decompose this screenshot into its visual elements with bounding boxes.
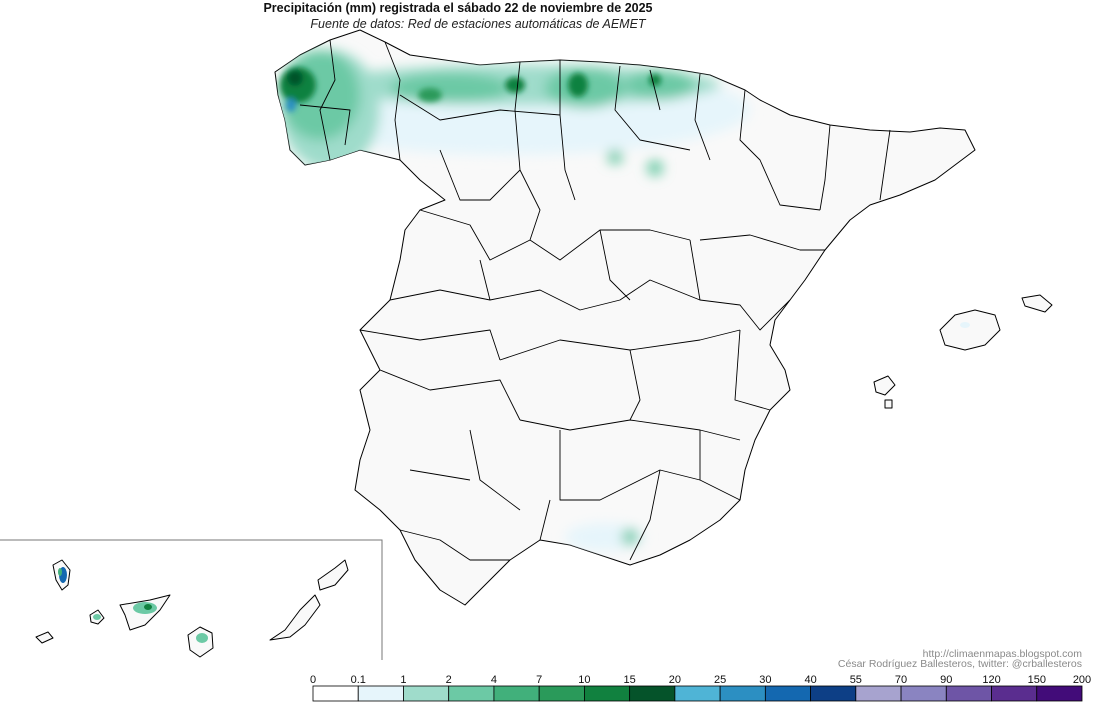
legend-swatch-0 <box>312 685 359 702</box>
precip-asturias-moderate <box>390 73 510 103</box>
legend-label-17: 200 <box>1073 674 1091 686</box>
legend-swatch-6 <box>584 685 631 702</box>
legend-label-2: 1 <box>400 674 406 686</box>
province-borders <box>299 39 891 561</box>
precip-leon-heavy <box>505 77 525 93</box>
precip-asturias-heavy <box>418 88 442 102</box>
legend-label-3: 2 <box>446 674 452 686</box>
legend-label-11: 40 <box>804 674 816 686</box>
legend-swatch-7 <box>629 685 676 702</box>
legend-swatch-13 <box>900 685 947 702</box>
legend-swatch-14 <box>945 685 992 702</box>
legend-label-14: 90 <box>940 674 952 686</box>
precipitation-overlay <box>275 50 750 551</box>
legend: 0 0.1 1 2 4 7 10 15 20 25 30 40 55 70 90 120 150 200 <box>310 674 1091 702</box>
precip-burgos-light <box>607 150 623 164</box>
legend-swatch-16 <box>1036 685 1083 702</box>
balearic-islands <box>873 294 1053 409</box>
credit-url: http://climaenmapas.blogspot.com <box>922 648 1082 660</box>
precip-basque-moderate <box>625 70 695 100</box>
map-subtitle: Fuente de datos: Red de estaciones autom… <box>310 17 646 31</box>
legend-label-6: 10 <box>578 674 590 686</box>
precip-rias-extreme <box>287 70 303 86</box>
legend-label-5: 7 <box>536 674 542 686</box>
legend-label-8: 20 <box>669 674 681 686</box>
legend-swatch-3 <box>448 685 495 702</box>
legend-label-16: 150 <box>1028 674 1046 686</box>
precip-south-trace <box>565 523 645 551</box>
precip-soria-light <box>647 160 663 176</box>
legend-label-15: 120 <box>982 674 1000 686</box>
precip-cantabria-heavy <box>568 73 588 97</box>
legend-swatch-10 <box>764 685 811 702</box>
legend-swatch-11 <box>810 685 857 702</box>
legend-swatch-9 <box>719 685 766 702</box>
legend-label-13: 70 <box>895 674 907 686</box>
legend-label-0: 0 <box>310 674 316 686</box>
canary-islands-inset <box>0 539 383 660</box>
legend-swatch-4 <box>493 685 540 702</box>
legend-label-9: 25 <box>714 674 726 686</box>
legend-swatch-8 <box>674 685 721 702</box>
credit-author: César Rodríguez Ballesteros, twitter: @c… <box>837 658 1082 670</box>
peninsula-land <box>274 29 976 606</box>
legend-swatch-5 <box>538 685 585 702</box>
legend-label-1: 0.1 <box>351 674 366 686</box>
legend-label-10: 30 <box>759 674 771 686</box>
precip-basque-heavy <box>649 74 661 86</box>
precip-granada-light <box>622 529 638 545</box>
legend-swatch-1 <box>357 685 404 702</box>
map-title: Precipitación (mm) registrada el sábado … <box>263 1 653 15</box>
legend-swatch-15 <box>991 685 1038 702</box>
legend-label-4: 4 <box>491 674 497 686</box>
legend-label-12: 55 <box>850 674 862 686</box>
legend-swatch-2 <box>403 685 450 702</box>
legend-swatch-12 <box>855 685 902 702</box>
precip-rias-blue <box>286 98 296 112</box>
legend-label-7: 15 <box>624 674 636 686</box>
